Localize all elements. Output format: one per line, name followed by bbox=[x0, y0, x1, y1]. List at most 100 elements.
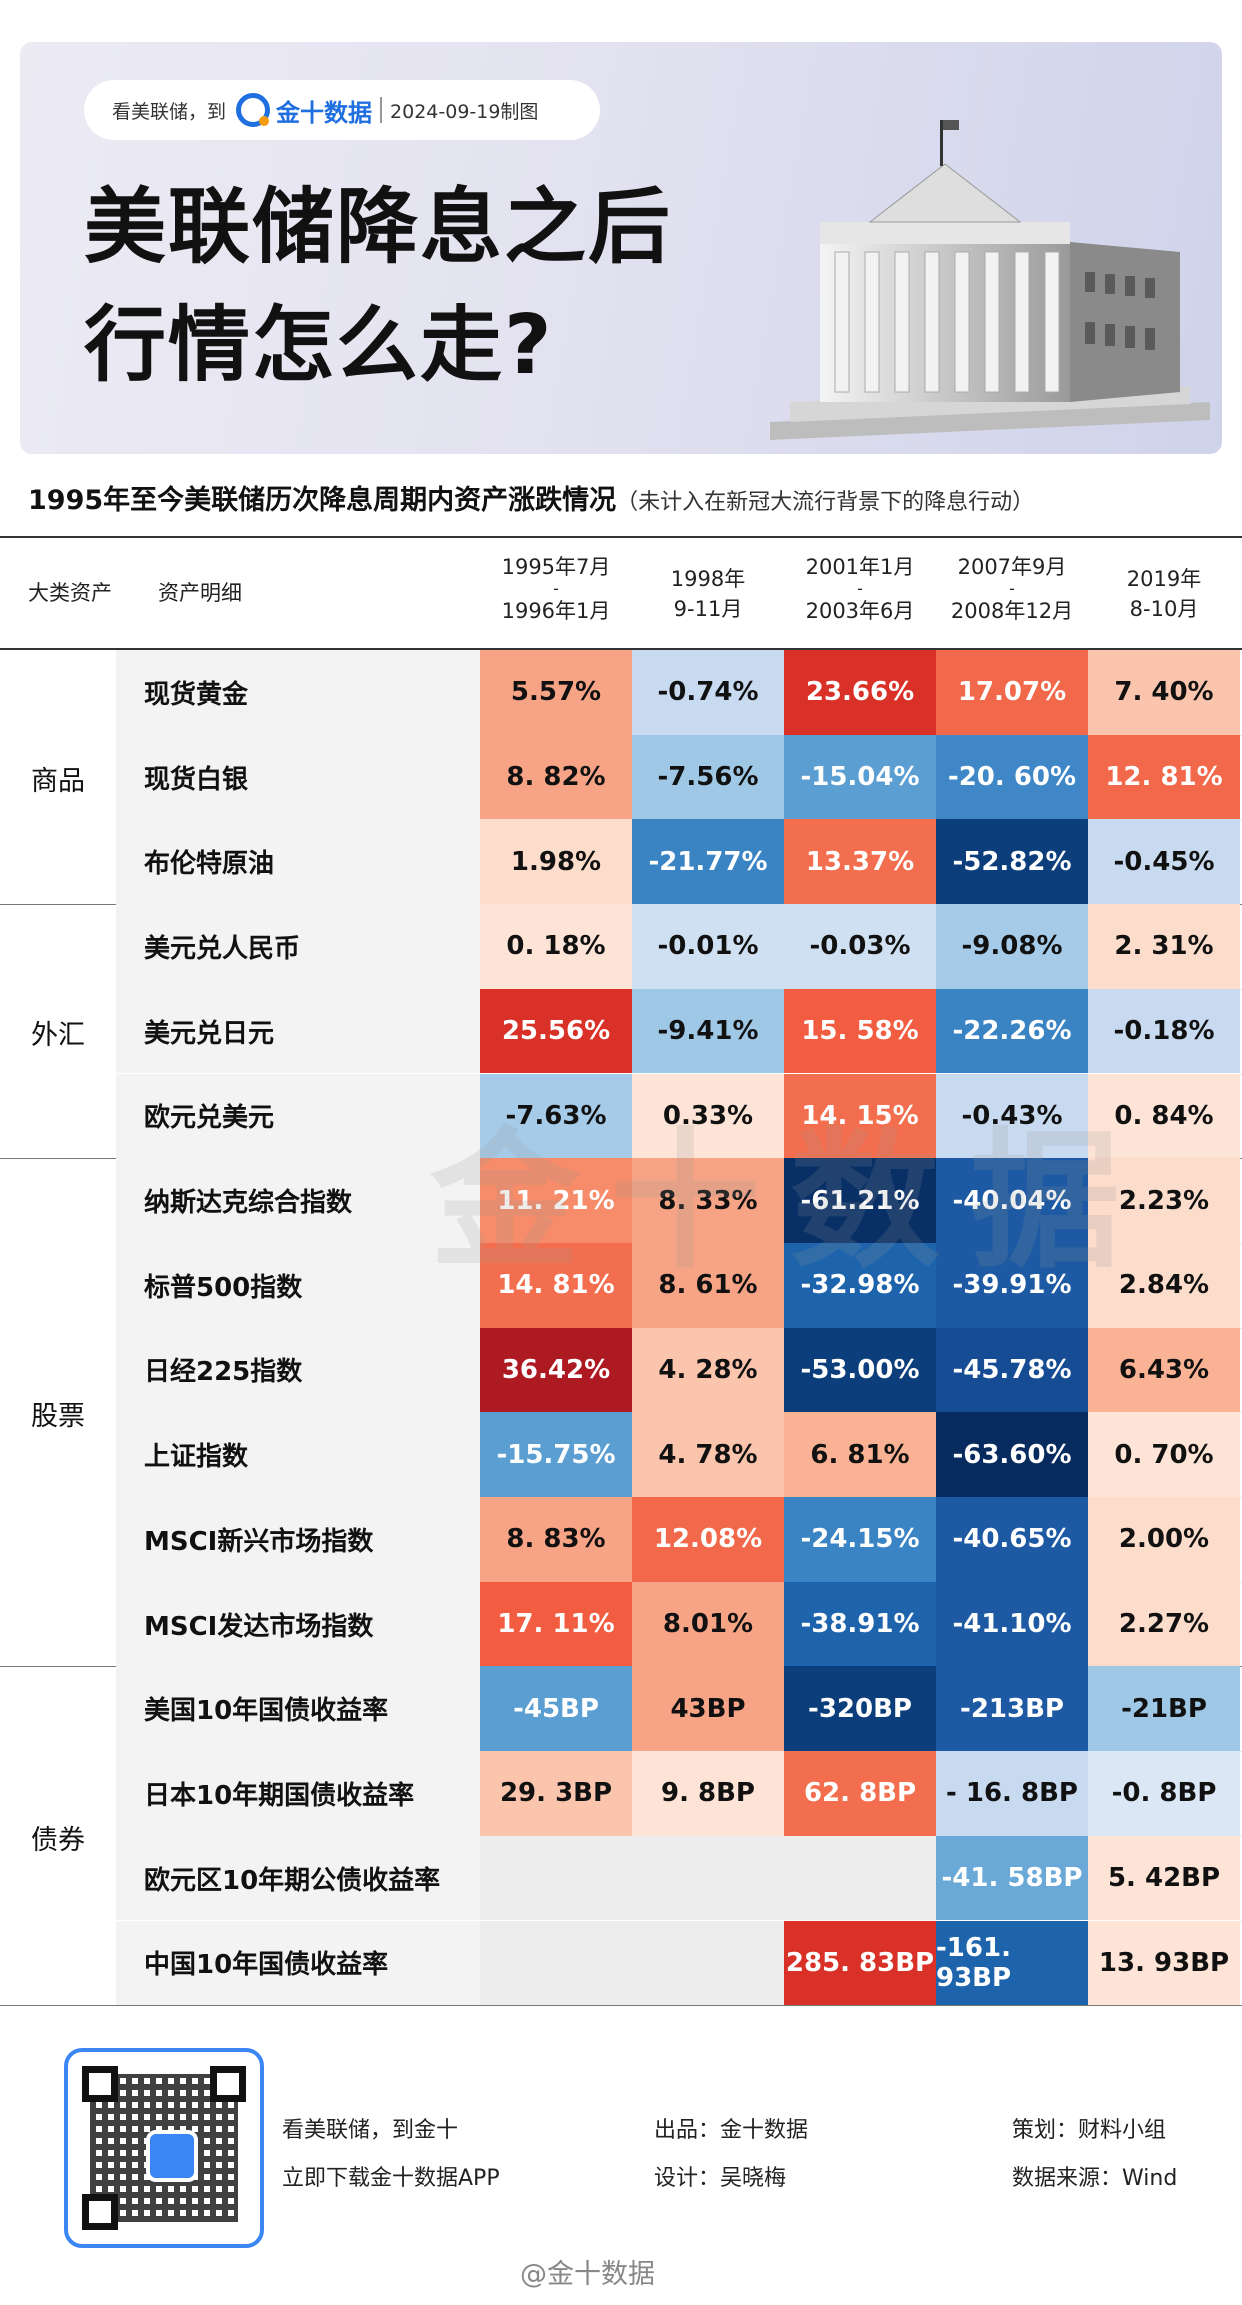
period-header-top: 2007年9月 bbox=[957, 555, 1067, 579]
period-header-bottom: 1996年1月 bbox=[501, 599, 611, 623]
qr-code[interactable] bbox=[64, 2048, 264, 2248]
value-cell: - 16. 8BP bbox=[936, 1751, 1088, 1836]
footer-source: 数据来源：Wind bbox=[1012, 2166, 1178, 2191]
table-header-rule bbox=[0, 648, 1242, 650]
value-cell: 17.07% bbox=[936, 650, 1088, 735]
period-header: 2019年 8-10月 bbox=[1088, 564, 1240, 624]
header-banner: 看美联储，到 金十数据 2024-09-19制图 美联储降息之后 行情怎么走? bbox=[20, 42, 1222, 454]
qr-finder bbox=[82, 2194, 118, 2230]
group-divider bbox=[0, 2005, 1242, 2007]
value-cell: 8. 82% bbox=[480, 734, 632, 820]
value-cell: 14. 15% bbox=[784, 1073, 936, 1159]
value-cell: -24.15% bbox=[784, 1497, 936, 1582]
value-cell: -0. 8BP bbox=[1088, 1751, 1240, 1836]
table-subtitle: 1995年至今美联储历次降息周期内资产涨跌情况（未计入在新冠大流行背景下的降息行… bbox=[28, 478, 1034, 517]
brand-name: 金十数据 bbox=[276, 98, 373, 127]
value-cell: 13. 93BP bbox=[1088, 1920, 1240, 2006]
value-cell: -213BP bbox=[936, 1666, 1088, 1752]
federal-reserve-building-icon bbox=[770, 120, 1210, 440]
value-cell: 4. 78% bbox=[632, 1412, 784, 1497]
value-cell: -32.98% bbox=[784, 1242, 936, 1328]
period-header-dash: - bbox=[553, 579, 559, 598]
value-cell: 8. 61% bbox=[632, 1242, 784, 1328]
value-cell: 29. 3BP bbox=[480, 1751, 632, 1836]
watermark: 金十数据 bbox=[430, 1115, 1151, 1289]
value-cell: 62. 8BP bbox=[784, 1751, 936, 1836]
period-header: 1995年7月 -1996年1月 bbox=[480, 552, 632, 626]
asset-class-label: 外汇 bbox=[31, 1020, 85, 1052]
asset-row-label: 日本10年期国债收益率 bbox=[116, 1751, 480, 1836]
value-cell: 5.57% bbox=[480, 650, 632, 735]
value-cell: 8. 33% bbox=[632, 1158, 784, 1243]
period-header-dash: - bbox=[857, 579, 863, 598]
table-top-rule bbox=[0, 536, 1242, 538]
qr-finder bbox=[82, 2066, 118, 2102]
asset-row-label: 标普500指数 bbox=[116, 1242, 480, 1328]
title-line-2: 行情怎么走? bbox=[84, 298, 554, 393]
weibo-handle: @金十数据 bbox=[520, 2259, 655, 2290]
value-cell: -161. 93BP bbox=[936, 1920, 1088, 2006]
asset-class-label: 商品 bbox=[31, 766, 85, 798]
asset-row-label: 美元兑日元 bbox=[116, 988, 480, 1074]
value-cell: 2.27% bbox=[1088, 1581, 1240, 1667]
asset-row-label: 欧元区10年期公债收益率 bbox=[116, 1835, 480, 1921]
period-header-top: 2019年 bbox=[1126, 567, 1202, 591]
value-cell: -22.26% bbox=[936, 988, 1088, 1074]
period-header-top: 2001年1月 bbox=[805, 555, 915, 579]
value-cell: 6.43% bbox=[1088, 1327, 1240, 1413]
period-header-top: 1995年7月 bbox=[501, 555, 611, 579]
value-cell: -63.60% bbox=[936, 1412, 1088, 1497]
value-cell: 0.33% bbox=[632, 1073, 784, 1159]
asset-class-label: 债券 bbox=[31, 1824, 85, 1856]
value-cell: 36.42% bbox=[480, 1327, 632, 1413]
value-cell: -0.01% bbox=[632, 904, 784, 989]
value-cell: -20. 60% bbox=[936, 734, 1088, 820]
empty-cell bbox=[632, 1920, 784, 2006]
value-cell: 8.01% bbox=[632, 1581, 784, 1667]
value-cell: 0. 70% bbox=[1088, 1412, 1240, 1497]
value-cell: -15.75% bbox=[480, 1412, 632, 1497]
value-cell: 43BP bbox=[632, 1666, 784, 1752]
jin10-logo-icon bbox=[236, 93, 271, 127]
value-cell: -41. 58BP bbox=[936, 1835, 1088, 1921]
empty-cell bbox=[480, 1835, 632, 1921]
value-cell: -15.04% bbox=[784, 734, 936, 820]
value-cell: -0.45% bbox=[1088, 819, 1240, 905]
period-header-bottom: 8-10月 bbox=[1129, 597, 1199, 621]
asset-row-label: 日经225指数 bbox=[116, 1327, 480, 1413]
asset-row-label: MSCI新兴市场指数 bbox=[116, 1497, 480, 1582]
value-cell: 8. 83% bbox=[480, 1497, 632, 1582]
value-cell: 25.56% bbox=[480, 988, 632, 1074]
period-header: 2007年9月 -2008年12月 bbox=[936, 552, 1088, 626]
asset-row-label: 中国10年国债收益率 bbox=[116, 1920, 480, 2006]
value-cell: 14. 81% bbox=[480, 1242, 632, 1328]
empty-cell bbox=[480, 1920, 632, 2006]
footer: 看美联储，到金十 立即下载金十数据APP 出品：金十数据 设计：吴晓梅 策划：财… bbox=[0, 2000, 1242, 2305]
value-cell: 12.08% bbox=[632, 1497, 784, 1582]
value-cell: -41.10% bbox=[936, 1581, 1088, 1667]
value-cell: -40.65% bbox=[936, 1497, 1088, 1582]
period-header-dash: - bbox=[1009, 579, 1015, 598]
footer-producer: 出品：金十数据 bbox=[654, 2118, 809, 2143]
value-cell: -61.21% bbox=[784, 1158, 936, 1243]
value-cell: 2.23% bbox=[1088, 1158, 1240, 1243]
asset-row-label: 纳斯达克综合指数 bbox=[116, 1158, 480, 1243]
footer-slogan-2: 立即下载金十数据APP bbox=[282, 2166, 500, 2191]
header-asset-detail: 资产明细 bbox=[158, 581, 242, 605]
value-cell: 285. 83BP bbox=[784, 1920, 936, 2006]
period-header-bottom: 2003年6月 bbox=[805, 599, 915, 623]
value-cell: 1.98% bbox=[480, 819, 632, 905]
subtitle-note: （未计入在新冠大流行背景下的降息行动） bbox=[616, 490, 1035, 515]
source-pill: 看美联储，到 金十数据 2024-09-19制图 bbox=[84, 80, 600, 140]
asset-row-label: 现货黄金 bbox=[116, 650, 480, 735]
value-cell: 2.84% bbox=[1088, 1242, 1240, 1328]
chart-date: 2024-09-19制图 bbox=[390, 100, 539, 123]
value-cell: -45BP bbox=[480, 1666, 632, 1752]
value-cell: 0. 84% bbox=[1088, 1073, 1240, 1159]
value-cell: 17. 11% bbox=[480, 1581, 632, 1667]
value-cell: -21BP bbox=[1088, 1666, 1240, 1752]
empty-cell bbox=[784, 1835, 936, 1921]
value-cell: -7.63% bbox=[480, 1073, 632, 1159]
period-header-top: 1998年 bbox=[670, 567, 746, 591]
value-cell: -0.03% bbox=[784, 904, 936, 989]
